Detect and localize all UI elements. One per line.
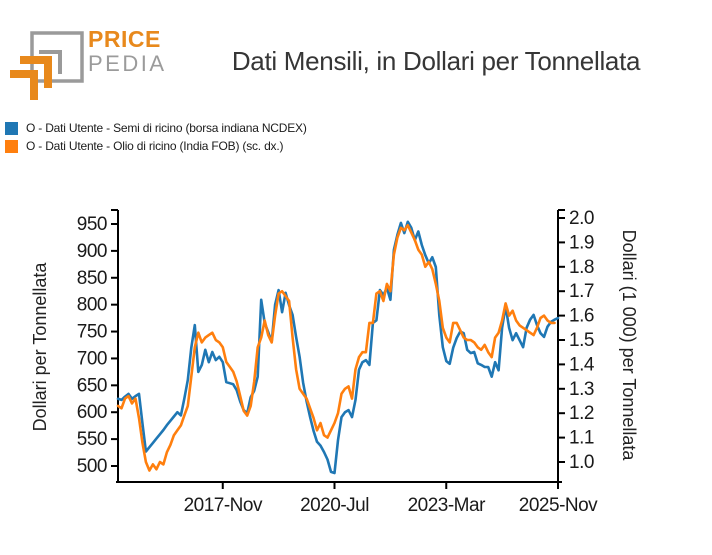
logo-orange-bracket-small: [10, 70, 38, 100]
left-axis-tick-label: 950: [77, 214, 107, 235]
left-axis-tick-label: 600: [77, 402, 107, 423]
right-axis-tick-label: 1.8: [569, 257, 594, 278]
right-axis-tick-label: 1.9: [569, 232, 594, 253]
right-axis-tick-label: 1.6: [569, 306, 594, 327]
page-title: Dati Mensili, in Dollari per Tonnellata: [231, 46, 641, 76]
series-line-olio-di-ricino: [116, 224, 556, 472]
chart-legend: O - Dati Utente - Semi di ricino (borsa …: [5, 119, 307, 155]
logo-word-pedia: PEDIA: [88, 51, 167, 76]
right-axis-tick-label: 2.0: [569, 208, 594, 229]
left-axis-tick-label: 650: [77, 375, 107, 396]
pricepedia-logo-icon: [10, 31, 84, 100]
legend-item-olio-di-ricino: O - Dati Utente - Olio di ricino (India …: [5, 137, 307, 155]
left-axis-tick-label: 500: [77, 456, 107, 477]
left-axis-tick-label: 550: [77, 429, 107, 450]
logo-gray-bracket: [39, 50, 62, 74]
left-axis-tick-label: 850: [77, 268, 107, 289]
pricepedia-logo-text: PRICE PEDIA: [88, 28, 167, 75]
series-line-semi-di-ricino: [116, 220, 560, 475]
x-axis-tick-label: 2017-Nov: [184, 495, 263, 516]
right-axis-tick-label: 1.5: [569, 330, 594, 351]
legend-item-semi-di-ricino: O - Dati Utente - Semi di ricino (borsa …: [5, 119, 307, 137]
legend-swatch-orange: [5, 139, 18, 153]
left-axis-title: Dollari per Tonnellata: [30, 262, 50, 432]
left-axis-tick-label: 900: [77, 241, 107, 262]
right-axis-tick-label: 1.0: [569, 452, 594, 473]
right-axis-tick-label: 1.7: [569, 281, 594, 302]
legend-label: O - Dati Utente - Semi di ricino (borsa …: [26, 121, 307, 135]
right-axis-tick-label: 1.4: [569, 354, 595, 375]
left-axis-tick-label: 700: [77, 348, 107, 369]
legend-label: O - Dati Utente - Olio di ricino (India …: [26, 139, 284, 153]
x-axis-tick-label: 2023-Mar: [408, 495, 486, 516]
right-axis-tick-label: 1.2: [569, 403, 594, 424]
logo-orange-bracket-large: [20, 56, 52, 88]
x-axis-tick-label: 2020-Jul: [300, 495, 369, 516]
logo-word-price: PRICE: [88, 26, 161, 52]
pricepedia-logo: PRICE PEDIA: [8, 8, 167, 100]
left-axis-tick-label: 750: [77, 322, 107, 343]
right-axis-tick-label: 1.3: [569, 379, 594, 400]
x-axis-tick-label: 2025-Nov: [519, 495, 598, 516]
left-axis-tick-label: 800: [77, 295, 107, 316]
right-axis-title: Dollari (1 000) per Tonnellata: [619, 230, 639, 462]
legend-swatch-blue: [5, 121, 18, 135]
right-axis-tick-label: 1.1: [569, 428, 594, 449]
